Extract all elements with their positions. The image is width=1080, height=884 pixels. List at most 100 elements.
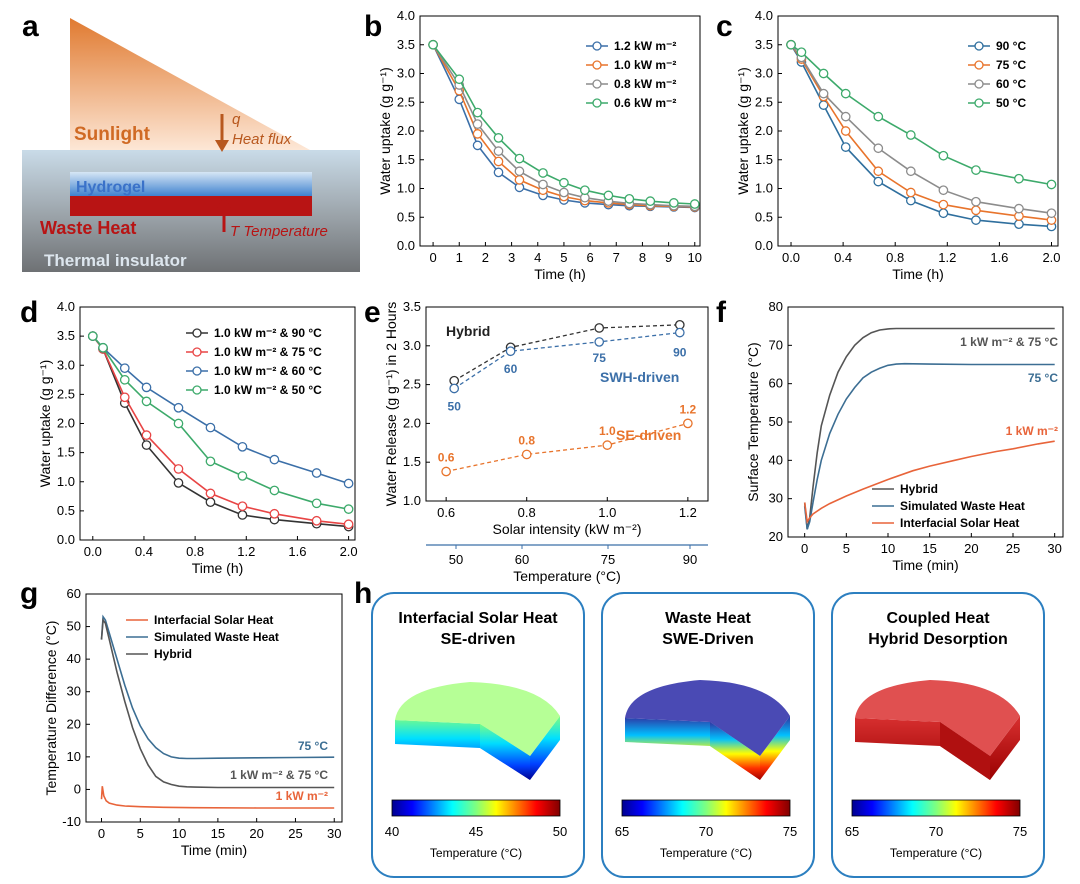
h2-title-1: Waste Heat: [665, 610, 751, 627]
d-ytick-label: 1.0: [57, 474, 75, 489]
h2-cb-label: Temperature (°C): [660, 846, 752, 860]
b-xtick-label: 5: [560, 250, 567, 265]
b-xtick-label: 10: [688, 250, 702, 265]
e-se-point: [521, 449, 532, 460]
g-ann-solar: 1 kW m⁻²: [276, 789, 328, 803]
f-sim-line: [803, 362, 1055, 530]
f-ytick-label: 30: [769, 491, 783, 506]
b-series-3-point: [454, 74, 465, 85]
e-swh-point-label: 75: [593, 351, 607, 365]
d-ylabel: Water uptake (g g⁻¹): [37, 360, 53, 487]
h1-title-1: Interfacial Solar Heat: [398, 610, 558, 627]
b-series-0-point: [493, 167, 504, 178]
h2-cb-tick: 65: [615, 824, 629, 839]
c-series-2-point: [971, 196, 981, 207]
d-series-3-point: [343, 504, 354, 514]
g-legend-label: Interfacial Solar Heat: [154, 613, 273, 627]
b-ytick-label: 0.0: [397, 238, 415, 253]
c-ytick-label: 3.5: [755, 37, 773, 52]
e-xtick-label: 0.6: [437, 505, 455, 520]
d-ytick-label: 2.5: [57, 386, 75, 401]
e-se-point-label: 0.8: [518, 433, 535, 447]
c-series-2-point: [938, 185, 949, 196]
c-series-2-line: [790, 44, 1052, 214]
d-ytick-label: 0.0: [57, 532, 75, 547]
d-series-3-point: [98, 342, 108, 353]
d-series-2-line: [92, 335, 349, 485]
b-xlabel: Time (h): [534, 266, 586, 282]
g-frame: [85, 593, 343, 823]
e-ytick-label: 3.5: [403, 299, 421, 314]
b-series-3-point: [645, 196, 656, 206]
sunlight-label: Sunlight: [74, 124, 151, 145]
d-legend-label: 1.0 kW m⁻² & 90 °C: [214, 326, 322, 340]
c-series-2-point: [905, 166, 916, 177]
d-xtick-label: 1.2: [237, 544, 255, 559]
e-swh-point-label: 60: [504, 362, 518, 376]
temperature-label: T Temperature: [230, 223, 328, 240]
c-xtick-label: 1.6: [990, 250, 1008, 265]
b-series-3-point: [538, 168, 548, 178]
c-series-1-line: [790, 44, 1052, 221]
e-se-point-label: 1.2: [680, 402, 697, 416]
b-series-2-point: [472, 119, 483, 129]
e-hybrid-line: [453, 324, 680, 382]
d-series-0-line: [92, 335, 349, 528]
g-legend-label: Hybrid: [154, 647, 192, 661]
g-ytick-label: 10: [67, 749, 81, 764]
c-series-3-point: [840, 88, 851, 99]
b-ytick-label: 3.5: [397, 37, 415, 52]
b-xtick-label: 9: [665, 250, 672, 265]
g-xlabel: Time (min): [181, 842, 247, 858]
c-legend-label: 90 °C: [996, 39, 1026, 53]
d-series-2-point: [141, 382, 152, 393]
b-xtick-label: 0: [429, 250, 436, 265]
e-se-point-label: 0.6: [438, 451, 455, 465]
c-series-0-point: [840, 142, 851, 152]
d-series-3-point: [141, 396, 152, 407]
g-xtick-label: 0: [98, 826, 105, 841]
b-xtick-label: 2: [482, 250, 489, 265]
hydrogel-layer: [70, 172, 312, 196]
d-xlabel: Time (h): [192, 560, 244, 576]
d-series-0-point: [205, 497, 216, 507]
h1-cb-label: Temperature (°C): [430, 846, 522, 860]
e-temp-tick-label: 90: [683, 552, 697, 567]
c-series-1-point: [873, 166, 884, 177]
c-legend-marker: [974, 60, 984, 70]
e-swh-point: [674, 327, 685, 338]
e-temp-tick-label: 75: [601, 552, 615, 567]
b-ytick-label: 1.5: [397, 152, 415, 167]
q-label: q: [232, 111, 241, 128]
e-temp-label: Temperature (°C): [513, 568, 621, 584]
d-xtick-label: 0.4: [135, 544, 153, 559]
h2-colorbar: [621, 799, 791, 817]
c-legend-marker: [974, 98, 984, 108]
d-series-3-point: [269, 485, 280, 496]
d-legend-marker: [192, 385, 202, 395]
g-xtick-label: 25: [288, 826, 302, 841]
d-series-1-point: [205, 488, 216, 499]
b-xtick-label: 1: [456, 250, 463, 265]
f-ytick-label: 50: [769, 414, 783, 429]
c-xtick-label: 2.0: [1042, 250, 1060, 265]
f-ytick-label: 60: [769, 376, 783, 391]
b-series-1-point: [493, 156, 504, 167]
f-xtick-label: 15: [922, 541, 936, 556]
h1-cb-tick: 50: [553, 824, 567, 839]
b-series-3-point: [624, 194, 635, 204]
d-ytick-label: 4.0: [57, 299, 75, 314]
c-series-3-point: [873, 111, 884, 122]
c-series-2-point: [873, 143, 884, 154]
c-series-3-point: [796, 47, 807, 58]
f-ann-hybrid: 1 kW m⁻² & 75 °C: [960, 335, 1058, 349]
f-xtick-label: 25: [1006, 541, 1020, 556]
d-series-3-point: [173, 418, 184, 429]
d-legend-label: 1.0 kW m⁻² & 75 °C: [214, 345, 322, 359]
d-series-1-point: [343, 519, 354, 530]
g-ytick-label: 0: [74, 781, 81, 796]
e-ytick-label: 1.0: [403, 493, 421, 508]
h1-colorbar: [391, 799, 561, 817]
c-series-1-point: [971, 205, 981, 216]
c-xtick-label: 0.4: [834, 250, 852, 265]
